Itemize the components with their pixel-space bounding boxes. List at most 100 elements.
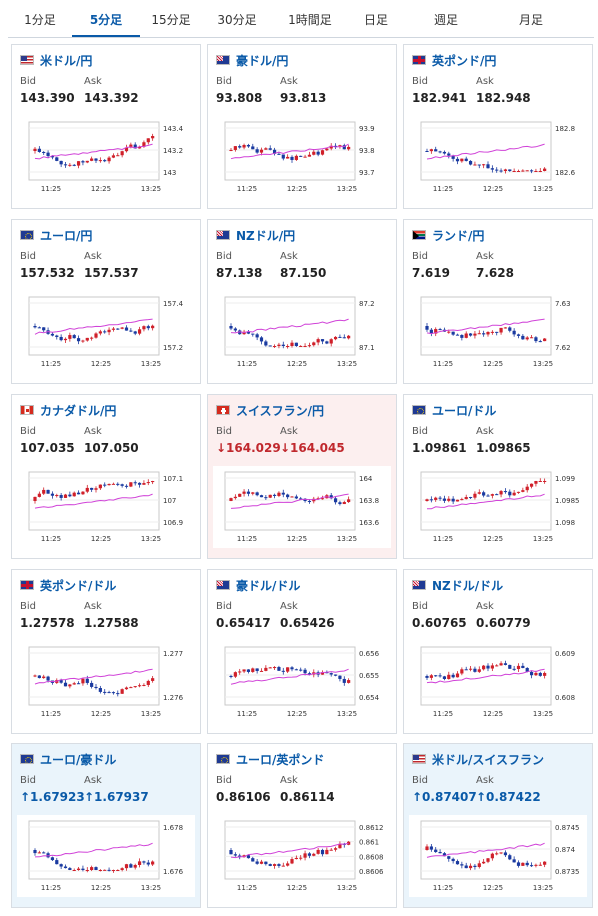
candle-body <box>268 864 272 866</box>
plot-frame <box>224 471 356 531</box>
candle-body <box>464 158 468 161</box>
plot-frame <box>28 121 160 181</box>
candle-body <box>50 857 55 861</box>
currency-card: 英ポンド/ドル Bid Ask 1.27578 1.27588 1.277 1.276 11:… <box>11 569 201 734</box>
moving-average-line <box>230 493 349 509</box>
candle-body <box>477 164 481 166</box>
candle-body <box>72 164 76 166</box>
y-tick-label: 1.099 <box>555 475 575 483</box>
ask-label: Ask <box>84 251 102 262</box>
pair-link[interactable]: ランド/円 <box>432 228 485 243</box>
candle-body <box>63 682 68 687</box>
candle-body <box>124 147 129 152</box>
tab-5[interactable]: 日足 <box>363 13 388 27</box>
pair-link[interactable]: ユーロ/豪ドル <box>40 752 117 767</box>
candle-body <box>146 138 150 143</box>
pair-link[interactable]: カナダドル/円 <box>40 403 117 418</box>
candle-body <box>81 161 85 163</box>
candle-body <box>94 158 98 161</box>
pair-link[interactable]: 米ドル/スイスフラン <box>432 752 545 767</box>
moving-average-line <box>34 668 153 685</box>
mini-candle-chart[interactable]: 0.656 0.655 0.654 11:25 12:25 13:25 <box>213 641 391 723</box>
pair-link[interactable]: 英ポンド/円 <box>432 53 497 68</box>
x-tick-label: 13:25 <box>337 710 357 718</box>
mini-candle-chart[interactable]: 0.609 0.608 11:25 12:25 13:25 <box>409 641 587 723</box>
x-tick-label: 13:25 <box>533 185 553 193</box>
tab-1[interactable]: 5分足 <box>72 4 140 37</box>
candle-body <box>312 853 316 856</box>
candle-body <box>103 331 107 333</box>
mini-candle-chart[interactable]: 164 163.8 163.6 11:25 12:25 13:25 <box>213 466 391 548</box>
candle-body <box>85 678 89 683</box>
candle-body <box>516 334 521 336</box>
bid-value: 87.138 <box>216 266 263 280</box>
candle-body <box>299 346 303 347</box>
tab-7[interactable]: 月足 <box>518 13 543 27</box>
y-tick-label: 0.655 <box>359 672 379 680</box>
mini-candle-chart[interactable]: 93.9 93.8 93.7 11:25 12:25 13:25 <box>213 116 391 198</box>
candle-body <box>516 171 521 172</box>
mini-candle-chart[interactable]: 182.8 182.6 11:25 12:25 13:25 <box>409 116 587 198</box>
candle-body <box>534 481 538 484</box>
moving-average-line <box>34 493 153 509</box>
mini-candle-chart[interactable]: 7.63 7.62 11:25 12:25 13:25 <box>409 291 587 373</box>
candle-body <box>37 327 41 329</box>
candle-body <box>90 158 94 161</box>
candle-body <box>425 676 429 678</box>
candle-body <box>98 160 102 162</box>
mini-candle-chart[interactable]: 1.678 1.676 11:25 12:25 13:25 <box>17 815 195 897</box>
candle-body <box>242 491 246 494</box>
candle-body <box>329 339 333 344</box>
pair-link[interactable]: NZドル/ドル <box>432 578 504 593</box>
pair-link[interactable]: 米ドル/円 <box>40 53 93 68</box>
tab-4[interactable]: 1時間足 <box>288 13 332 27</box>
mini-candle-chart[interactable]: 1.277 1.276 11:25 12:25 13:25 <box>17 641 195 723</box>
candle-body <box>438 497 442 499</box>
pair-link[interactable]: 豪ドル/ドル <box>236 578 301 593</box>
candle-body <box>473 333 477 336</box>
mini-candle-chart[interactable]: 157.4 157.2 11:25 12:25 13:25 <box>17 291 195 373</box>
mini-candle-chart[interactable]: 87.2 87.1 11:25 12:25 13:25 <box>213 291 391 373</box>
candle-body <box>268 148 272 150</box>
mini-candle-chart[interactable]: 1.099 1.0985 1.098 11:25 12:25 13:25 <box>409 466 587 548</box>
currency-card: 米ドル/円 Bid Ask 143.390 143.392 143.4 143.2 143 11… <box>11 44 201 209</box>
ask-label: Ask <box>476 251 494 262</box>
x-tick-label: 12:25 <box>483 360 503 368</box>
mini-candle-chart[interactable]: 0.8745 0.874 0.8735 11:25 12:25 13:25 <box>409 815 587 897</box>
card-header: 英ポンド/円 <box>412 52 496 68</box>
pair-link[interactable]: ユーロ/円 <box>40 228 93 243</box>
tab-0[interactable]: 1分足 <box>24 13 56 27</box>
pair-link[interactable]: NZドル/円 <box>236 228 296 243</box>
candle-body <box>133 686 137 688</box>
candle-body <box>129 330 133 332</box>
candle-body <box>438 675 442 677</box>
tab-6[interactable]: 週足 <box>433 13 458 27</box>
bid-value: 0.65417 <box>216 616 271 630</box>
moving-average-line <box>230 143 349 160</box>
candle-body <box>290 859 294 864</box>
x-tick-label: 11:25 <box>41 360 61 368</box>
tab-2[interactable]: 15分足 <box>151 13 191 27</box>
ask-label: Ask <box>476 601 494 612</box>
pair-link[interactable]: 英ポンド/ドル <box>40 578 117 593</box>
card-header: スイスフラン/円 <box>216 402 324 418</box>
mini-candle-chart[interactable]: 143.4 143.2 143 11:25 12:25 13:25 <box>17 116 195 198</box>
pair-link[interactable]: スイスフラン/円 <box>236 403 325 418</box>
pair-link[interactable]: 豪ドル/円 <box>236 53 289 68</box>
chart-svg: 0.8612 0.861 0.8608 0.8606 11:25 12:25 13:25 <box>224 820 384 892</box>
pair-link[interactable]: ユーロ/英ポンド <box>236 752 325 767</box>
candle-body <box>85 337 89 341</box>
candle-body <box>264 497 268 499</box>
mini-candle-chart[interactable]: 0.8612 0.861 0.8608 0.8606 11:25 12:25 13:25 <box>213 815 391 897</box>
candle-body <box>338 145 342 147</box>
candle-body <box>290 496 294 498</box>
candle-body <box>455 673 460 678</box>
pair-link[interactable]: ユーロ/ドル <box>432 403 497 418</box>
tab-3[interactable]: 30分足 <box>217 13 257 27</box>
candle-body <box>477 492 481 494</box>
mini-candle-chart[interactable]: 107.1 107 106.9 11:25 12:25 13:25 <box>17 466 195 548</box>
y-tick-label: 0.8608 <box>359 853 384 861</box>
x-tick-label: 12:25 <box>91 535 111 543</box>
candle-body <box>129 864 133 868</box>
candle-body <box>251 858 255 862</box>
